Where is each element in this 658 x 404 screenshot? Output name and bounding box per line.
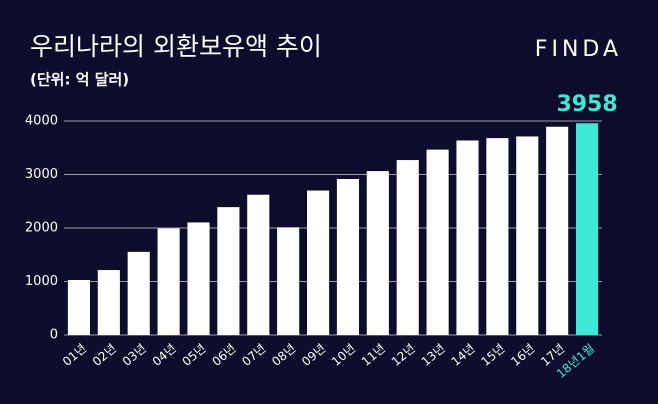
bar xyxy=(516,136,539,335)
bar xyxy=(67,280,91,335)
bar xyxy=(546,126,569,335)
bar xyxy=(575,123,599,335)
y-tick-label: 4000 xyxy=(25,114,58,129)
bar xyxy=(157,228,180,335)
bar xyxy=(277,227,300,335)
chart-subtitle: (단위: 억 달러) xyxy=(30,71,129,89)
bar xyxy=(336,178,360,335)
value-label: 3958 xyxy=(556,92,617,117)
bar xyxy=(217,207,240,335)
y-tick-label: 2000 xyxy=(25,221,58,236)
bar xyxy=(187,222,210,335)
bar xyxy=(486,138,509,335)
bar xyxy=(306,190,330,335)
bar xyxy=(396,160,419,335)
y-tick-label: 0 xyxy=(50,328,58,343)
chart-title: 우리나라의 외환보유액 추이 xyxy=(30,32,322,61)
y-tick-label: 3000 xyxy=(25,167,58,182)
bar xyxy=(127,251,150,335)
bar xyxy=(426,149,449,335)
bar xyxy=(247,194,270,335)
bar xyxy=(456,140,479,335)
bar xyxy=(366,171,389,335)
y-tick-label: 1000 xyxy=(25,274,58,289)
brand-logo: FINDA xyxy=(535,37,622,62)
bar xyxy=(97,270,120,335)
